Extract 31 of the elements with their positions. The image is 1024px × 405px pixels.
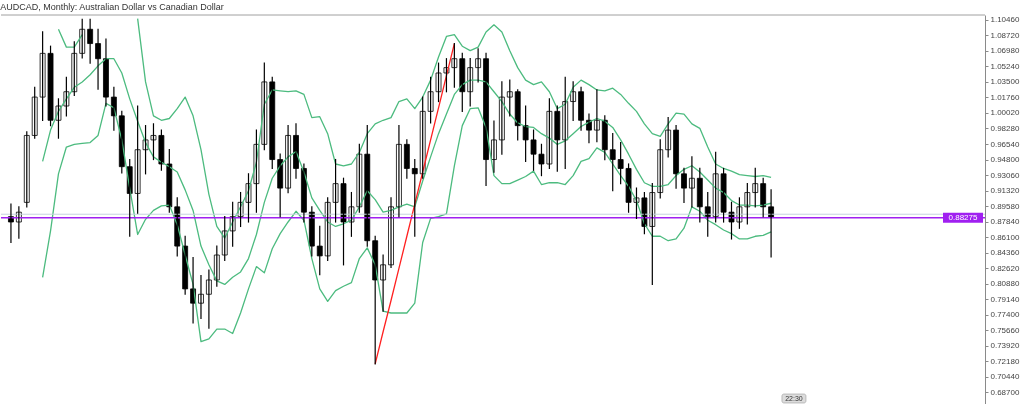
candlestick xyxy=(63,76,70,117)
y-tick-label: 0.91320 xyxy=(990,186,1020,196)
y-tick-label: 0.96540 xyxy=(990,139,1020,149)
ref-line-label: 0.88275 xyxy=(948,212,979,222)
y-tick-label: 1.05240 xyxy=(990,61,1020,71)
y-tick-label: 0.73920 xyxy=(990,341,1020,351)
y-tick-label: 0.79140 xyxy=(990,294,1020,304)
candlestick xyxy=(506,79,513,117)
y-tick-label: 0.84360 xyxy=(990,248,1020,258)
y-tick-label: 0.87840 xyxy=(990,217,1020,227)
y-tick-label: 1.10460 xyxy=(990,15,1020,25)
y-tick-label: 1.01760 xyxy=(990,92,1020,102)
y-tick-label: 1.00020 xyxy=(990,108,1020,118)
y-tick-label: 1.08720 xyxy=(990,30,1020,40)
y-tick-label: 0.98280 xyxy=(990,123,1020,133)
y-tick-label: 0.75660 xyxy=(990,325,1020,335)
y-tick-label: 0.80880 xyxy=(990,279,1020,289)
line-series xyxy=(41,58,772,286)
y-tick-label: 0.68700 xyxy=(990,387,1020,397)
y-tick-label: 1.06980 xyxy=(990,46,1020,56)
y-tick-label: 0.86100 xyxy=(990,232,1020,242)
y-tick-label: 0.93060 xyxy=(990,170,1020,180)
chart-title: AUDCAD, Monthly: Australian Dollar vs Canadian Dollar xyxy=(0,1,224,12)
candlestick xyxy=(316,225,323,276)
y-tick-label: 0.82620 xyxy=(990,263,1020,273)
y-tick-label: 0.94800 xyxy=(990,155,1020,165)
y-tick-label: 0.72180 xyxy=(990,356,1020,366)
y-tick-label: 1.03500 xyxy=(990,77,1020,87)
y-tick-label: 0.77400 xyxy=(990,310,1020,320)
y-tick-label: 0.70440 xyxy=(990,372,1020,382)
y-tick-label: 0.89580 xyxy=(990,201,1020,211)
